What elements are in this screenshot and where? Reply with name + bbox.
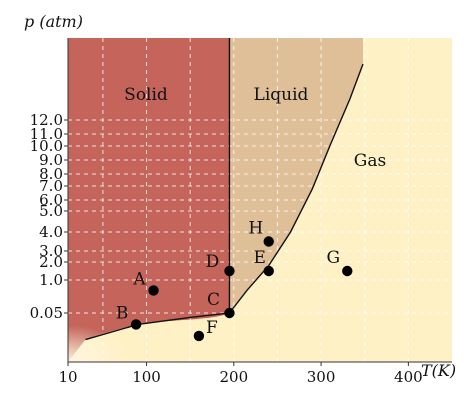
state-point-d — [224, 265, 235, 277]
x-axis-title: T(K) — [421, 361, 456, 380]
state-point-label-h: H — [248, 219, 263, 239]
gridlines — [68, 38, 452, 362]
y-tick-label-7: 7.0 — [39, 177, 63, 195]
y-tick-label-9: 9.0 — [39, 151, 63, 169]
state-point-f — [193, 330, 205, 342]
state-point-label-c: C — [207, 290, 220, 310]
state-point-label-g: G — [326, 248, 340, 268]
vaporization-curve — [85, 63, 364, 341]
y-tick-label-4: 4.0 — [39, 223, 63, 241]
y-tick-label-11: 11.0 — [30, 125, 63, 143]
state-point-h — [263, 236, 274, 247]
y-tick-label-12: 12.0 — [30, 111, 63, 129]
state-point-label-d: D — [206, 252, 220, 272]
x-tick-label-3: 300 — [307, 368, 336, 386]
state-point-label-f: F — [206, 318, 218, 338]
y-axis-title: p (atm) — [24, 12, 83, 31]
state-point-c — [224, 307, 235, 319]
y-tick-label-5: 5.0 — [39, 202, 63, 220]
region-label-liquid: Liquid — [254, 85, 309, 105]
labeled-points: AB CD E F G H — [116, 219, 353, 342]
x-tick-label-1: 100 — [132, 368, 161, 386]
y-tick-label-1: 1.0 — [39, 271, 63, 289]
x-tick-label-0: 10 — [58, 368, 77, 386]
state-point-label-b: B — [116, 303, 129, 323]
axis-ticks: 0.051.02.03.04.05.06.07.08.09.010.011.01… — [30, 111, 423, 386]
y-tick-label-3: 3.0 — [39, 242, 63, 260]
state-point-a — [148, 285, 159, 296]
y-tick-label-0: 0.05 — [30, 304, 63, 322]
state-point-label-a: A — [132, 269, 146, 289]
liquid-region — [229, 38, 363, 313]
region-label-gas: Gas — [354, 151, 386, 171]
state-point-label-e: E — [254, 248, 266, 268]
state-point-b — [130, 319, 142, 330]
y-tick-label-10: 10.0 — [30, 137, 63, 155]
y-tick-label-2: 2.0 — [39, 253, 63, 271]
x-tick-label-4: 400 — [394, 368, 423, 386]
region-label-solid: Solid — [124, 85, 168, 105]
x-tick-label-2: 200 — [219, 368, 248, 386]
state-point-e — [263, 265, 274, 277]
y-tick-label-8: 8.0 — [39, 165, 63, 183]
y-tick-label-6: 6.0 — [39, 191, 63, 209]
state-point-g — [342, 265, 353, 277]
